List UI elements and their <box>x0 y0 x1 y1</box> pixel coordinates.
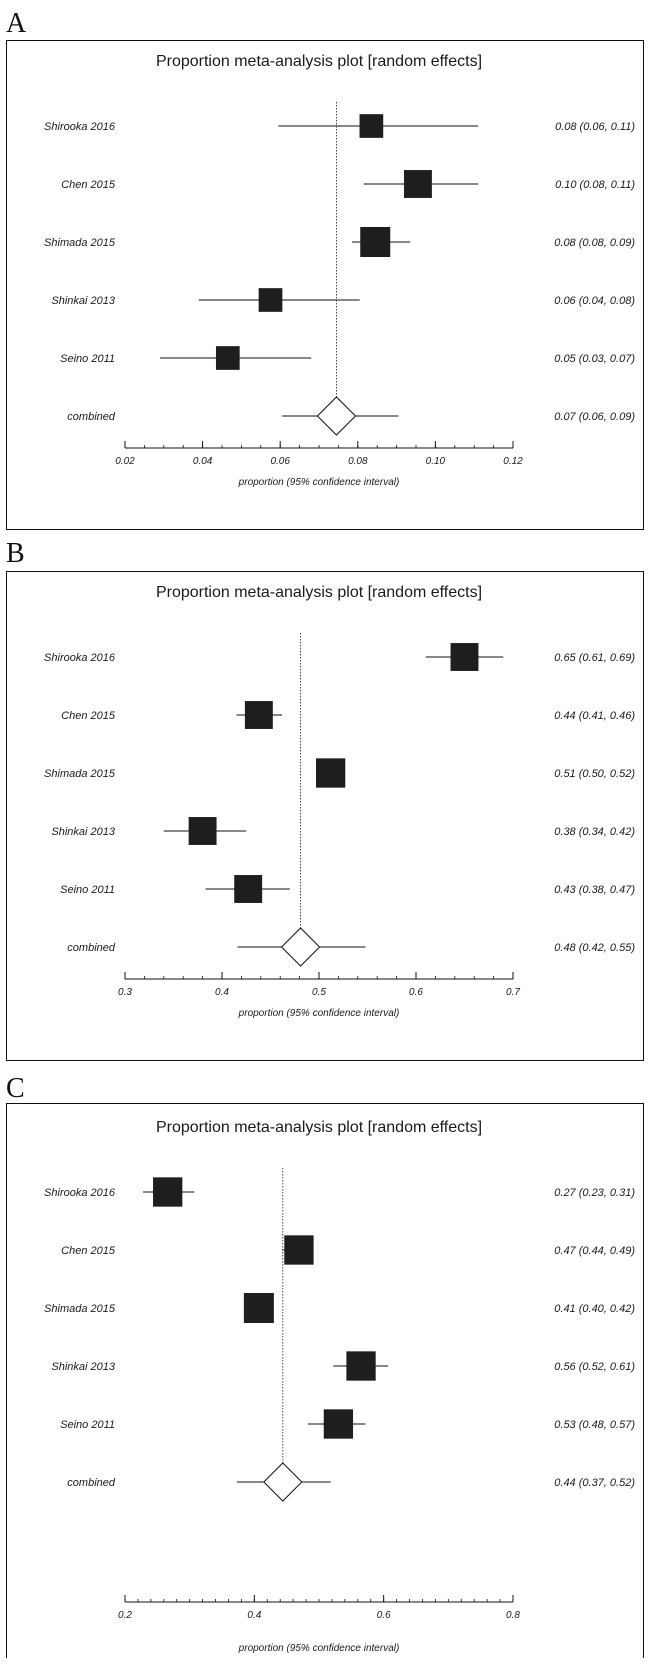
panel-c: C Proportion meta-analysis plot [random … <box>0 1068 651 1658</box>
study-label: Shinkai 2013 <box>51 1361 115 1373</box>
plot-frame: Proportion meta-analysis plot [random ef… <box>6 40 644 530</box>
chart-title: Proportion meta-analysis plot [random ef… <box>156 584 482 601</box>
x-tick-label: 0.06 <box>270 456 290 467</box>
study-estimate-box <box>258 288 283 312</box>
study-estimate-box <box>153 1177 183 1207</box>
study-estimate-box <box>188 817 217 845</box>
x-tick-label: 0.08 <box>348 456 368 467</box>
study-label: Shinkai 2013 <box>51 295 115 307</box>
combined-diamond <box>263 1462 303 1502</box>
combined-ci-text: 0.07 (0.06, 0.09) <box>554 411 635 423</box>
plot-frame: Proportion meta-analysis plot [random ef… <box>6 1103 644 1658</box>
study-ci-text: 0.08 (0.06, 0.11) <box>555 121 635 133</box>
combined-diamond <box>316 396 357 436</box>
forest-plot-b: Proportion meta-analysis plot [random ef… <box>44 584 635 1019</box>
x-tick-label: 0.2 <box>118 1610 132 1621</box>
panel-label: B <box>6 538 25 569</box>
study-estimate-box <box>315 758 346 788</box>
study-label: Seino 2011 <box>60 353 115 365</box>
study-estimate-box <box>244 701 273 729</box>
study-label: Shinkai 2013 <box>51 826 115 838</box>
study-ci-text: 0.06 (0.04, 0.08) <box>554 295 635 307</box>
study-label: Shimada 2015 <box>44 768 116 780</box>
study-estimate-box <box>450 643 479 671</box>
x-tick-label: 0.7 <box>506 987 520 998</box>
study-estimate-box <box>215 346 240 370</box>
x-tick-label: 0.02 <box>115 456 135 467</box>
x-axis-label: proportion (95% confidence interval) <box>238 477 400 488</box>
x-axis-label: proportion (95% confidence interval) <box>238 1008 400 1019</box>
study-ci-text: 0.41 (0.40, 0.42) <box>554 1303 635 1315</box>
chart-title: Proportion meta-analysis plot [random ef… <box>156 53 482 70</box>
study-ci-text: 0.05 (0.03, 0.07) <box>554 353 635 365</box>
panel-label: C <box>6 1073 25 1104</box>
combined-diamond <box>280 927 321 967</box>
x-tick-label: 0.6 <box>409 987 423 998</box>
combined-ci-text: 0.48 (0.42, 0.55) <box>554 942 635 954</box>
x-tick-label: 0.10 <box>426 456 446 467</box>
study-estimate-box <box>403 170 432 198</box>
x-tick-label: 0.3 <box>118 987 132 998</box>
study-label: Shirooka 2016 <box>44 652 116 664</box>
plot-frame: Proportion meta-analysis plot [random ef… <box>6 571 644 1061</box>
study-ci-text: 0.53 (0.48, 0.57) <box>554 1419 635 1431</box>
combined-label: combined <box>67 411 116 423</box>
panel-label: A <box>6 8 27 39</box>
study-estimate-box <box>323 1409 354 1439</box>
study-estimate-box <box>284 1235 314 1265</box>
study-ci-text: 0.65 (0.61, 0.69) <box>554 652 635 664</box>
panel-b: B Proportion meta-analysis plot [random … <box>0 535 651 1075</box>
study-ci-text: 0.38 (0.34, 0.42) <box>554 826 635 838</box>
combined-ci-text: 0.44 (0.37, 0.52) <box>554 1477 635 1489</box>
study-label: Chen 2015 <box>61 1245 116 1257</box>
study-estimate-box <box>234 875 263 903</box>
forest-plot-c: Proportion meta-analysis plot [random ef… <box>44 1119 635 1654</box>
study-label: Shimada 2015 <box>44 1303 116 1315</box>
study-label: Seino 2011 <box>60 1419 115 1431</box>
forest-plot-a: Proportion meta-analysis plot [random ef… <box>44 53 635 488</box>
study-estimate-box <box>359 114 384 138</box>
combined-label: combined <box>67 942 116 954</box>
x-tick-label: 0.04 <box>193 456 213 467</box>
study-estimate-box <box>243 1293 274 1323</box>
study-label: Shimada 2015 <box>44 237 116 249</box>
x-tick-label: 0.8 <box>506 1610 520 1621</box>
study-ci-text: 0.44 (0.41, 0.46) <box>554 710 635 722</box>
x-tick-label: 0.5 <box>312 987 326 998</box>
study-label: Seino 2011 <box>60 884 115 896</box>
study-label: Shirooka 2016 <box>44 1187 116 1199</box>
study-ci-text: 0.47 (0.44, 0.49) <box>554 1245 635 1257</box>
study-ci-text: 0.51 (0.50, 0.52) <box>554 768 635 780</box>
x-axis-label: proportion (95% confidence interval) <box>238 1643 400 1654</box>
x-tick-label: 0.4 <box>215 987 229 998</box>
study-label: Chen 2015 <box>61 179 116 191</box>
study-ci-text: 0.56 (0.52, 0.61) <box>554 1361 635 1373</box>
panel-a: A Proportion meta-analysis plot [random … <box>0 0 651 540</box>
x-tick-label: 0.6 <box>377 1610 391 1621</box>
study-ci-text: 0.08 (0.08, 0.09) <box>554 237 635 249</box>
chart-title: Proportion meta-analysis plot [random ef… <box>156 1119 482 1136</box>
study-label: Shirooka 2016 <box>44 121 116 133</box>
study-ci-text: 0.10 (0.08, 0.11) <box>555 179 635 191</box>
study-ci-text: 0.43 (0.38, 0.47) <box>554 884 635 896</box>
x-tick-label: 0.12 <box>503 456 523 467</box>
x-tick-label: 0.4 <box>247 1610 261 1621</box>
study-label: Chen 2015 <box>61 710 116 722</box>
study-ci-text: 0.27 (0.23, 0.31) <box>554 1187 635 1199</box>
study-estimate-box <box>360 227 391 257</box>
combined-label: combined <box>67 1477 116 1489</box>
study-estimate-box <box>346 1351 376 1381</box>
